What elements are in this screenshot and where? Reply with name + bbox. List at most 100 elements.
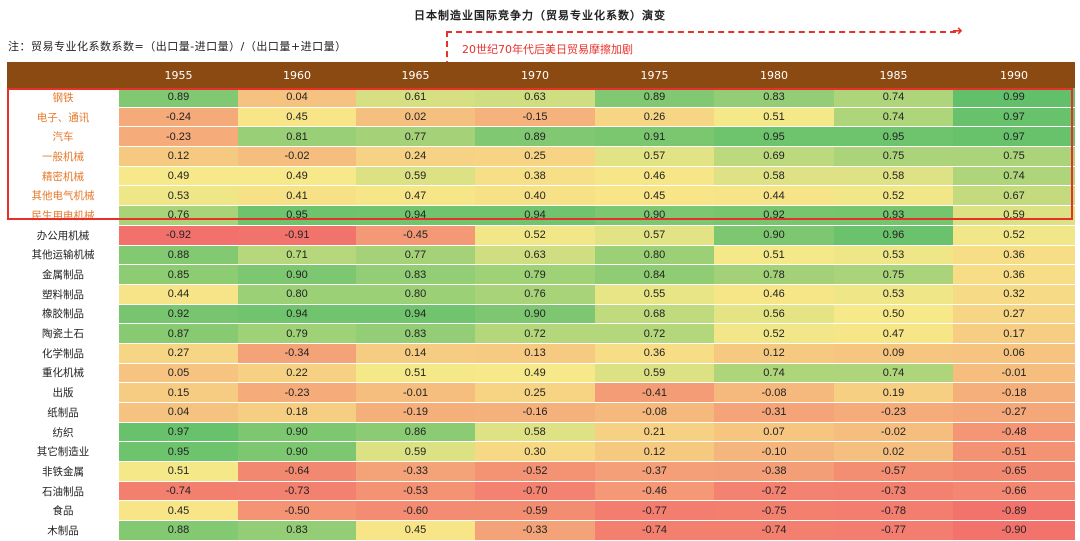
- year-header-1955: 1955: [119, 62, 238, 88]
- heatmap-cell: 0.59: [595, 363, 714, 384]
- heatmap-cell: 0.90: [475, 304, 595, 325]
- heatmap-cell: 0.90: [238, 441, 356, 463]
- heatmap-cell: 0.83: [356, 264, 475, 285]
- heatmap-cell: -0.74: [595, 520, 714, 541]
- heatmap-cell: 0.55: [595, 284, 714, 305]
- heatmap-cell: 0.97: [119, 422, 238, 443]
- formula-note: 注：贸易专业化系数系数=（出口量-进口量）/（出口量+进口量）: [8, 40, 347, 53]
- year-header-1975: 1975: [595, 62, 714, 88]
- heatmap-cell: 0.81: [238, 126, 356, 148]
- heatmap-cell: 0.45: [238, 107, 356, 128]
- heatmap-cell: 0.49: [238, 166, 356, 187]
- row-label: 重化机械: [7, 363, 119, 384]
- heatmap-cell: -0.53: [356, 481, 475, 502]
- heatmap-cell: 0.49: [475, 363, 595, 384]
- heatmap-cell: -0.33: [475, 520, 595, 541]
- year-header-1990: 1990: [953, 62, 1075, 88]
- heatmap-cell: 0.52: [834, 185, 953, 207]
- heatmap-cell: -0.52: [475, 461, 595, 482]
- table-row: 食品 0.45 -0.50 -0.60 -0.59 -0.77 -0.75 -0.78 -0.8…: [7, 500, 1075, 522]
- heatmap-cell: -0.66: [953, 481, 1075, 502]
- heatmap-cell: 0.13: [475, 343, 595, 364]
- heatmap-cell: 0.74: [714, 363, 834, 384]
- heatmap-cell: 0.59: [356, 166, 475, 187]
- row-label: 钢铁: [7, 88, 119, 108]
- row-label: 其他运输机械: [7, 245, 119, 266]
- heatmap-cell: 0.78: [714, 264, 834, 285]
- year-header-1960: 1960: [238, 62, 356, 88]
- heatmap-cell: 0.12: [595, 441, 714, 463]
- heatmap-cell: 0.99: [953, 88, 1075, 108]
- heatmap-cell: 0.80: [595, 245, 714, 266]
- heatmap-cell: 0.83: [714, 88, 834, 108]
- heatmap-cell: 0.61: [356, 88, 475, 108]
- heatmap-cell: 0.52: [475, 225, 595, 246]
- year-header-1985: 1985: [834, 62, 953, 88]
- heatmap-cell: 0.83: [238, 520, 356, 541]
- heatmap-cell: 0.93: [834, 205, 953, 226]
- heatmap-cell: -0.72: [714, 481, 834, 502]
- heatmap-cell: 0.77: [356, 126, 475, 148]
- heatmap-cell: -0.34: [238, 343, 356, 364]
- table-row: 出版 0.15 -0.23 -0.01 0.25 -0.41 -0.08 0.19 -0.18: [7, 382, 1075, 403]
- row-label: 陶瓷土石: [7, 323, 119, 344]
- table-row: 其他运输机械 0.88 0.71 0.77 0.63 0.80 0.51 0.53 0.36: [7, 245, 1075, 266]
- row-label: 橡胶制品: [7, 304, 119, 325]
- heatmap-cell: -0.45: [356, 225, 475, 246]
- heatmap-cell: -0.31: [714, 402, 834, 423]
- heatmap-cell: 0.63: [475, 88, 595, 108]
- heatmap-cell: 0.51: [714, 107, 834, 128]
- heatmap-cell: 0.58: [475, 422, 595, 443]
- table-row: 汽车 -0.23 0.81 0.77 0.89 0.91 0.95 0.95 0.97: [7, 126, 1075, 148]
- heatmap-cell: 0.56: [714, 304, 834, 325]
- row-label: 汽车: [7, 126, 119, 148]
- heatmap-cell: 0.89: [119, 88, 238, 108]
- heatmap-cell: 0.53: [834, 284, 953, 305]
- heatmap-cell: -0.38: [714, 461, 834, 482]
- table-row: 其他电气机械 0.53 0.41 0.47 0.40 0.45 0.44 0.52 0.67: [7, 185, 1075, 207]
- heatmap-cell: -0.50: [238, 500, 356, 522]
- heatmap-cell: 0.97: [953, 126, 1075, 148]
- heatmap-cell: 0.91: [595, 126, 714, 148]
- table-row: 石油制品 -0.74 -0.73 -0.53 -0.70 -0.46 -0.72 -0.73-…: [7, 481, 1075, 502]
- heatmap-cell: 0.94: [475, 205, 595, 226]
- row-label: 其它制造业: [7, 441, 119, 463]
- heatmap-cell: 0.87: [119, 323, 238, 344]
- heatmap-cell: 0.95: [714, 126, 834, 148]
- heatmap-cell: -0.70: [475, 481, 595, 502]
- heatmap-cell: 0.53: [119, 185, 238, 207]
- row-label: 办公用机械: [7, 225, 119, 246]
- table-row: 民生用电机械 0.76 0.95 0.94 0.94 0.90 0.92 0.93 0.59: [7, 205, 1075, 226]
- heatmap-cell: 0.95: [238, 205, 356, 226]
- heatmap-cell: 0.52: [714, 323, 834, 344]
- heatmap-cell: 0.94: [356, 205, 475, 226]
- heatmap-cell: 0.59: [356, 441, 475, 463]
- heatmap-cell: 0.47: [356, 185, 475, 207]
- heatmap-cell: -0.64: [238, 461, 356, 482]
- heatmap-cell: -0.65: [953, 461, 1075, 482]
- heatmap-cell: 0.97: [953, 107, 1075, 128]
- table-row: 办公用机械 -0.92 -0.91 -0.45 0.52 0.57 0.90 0.96 0.52: [7, 225, 1075, 246]
- heatmap-cell: 0.94: [356, 304, 475, 325]
- heatmap-cell: 0.74: [834, 107, 953, 128]
- heatmap-cell: -0.10: [714, 441, 834, 463]
- heatmap-cell: 0.04: [238, 88, 356, 108]
- heatmap-cell: 0.36: [595, 343, 714, 364]
- heatmap-cell: 0.52: [953, 225, 1075, 246]
- heatmap-cell: 0.44: [714, 185, 834, 207]
- heatmap-cell: 0.80: [356, 284, 475, 305]
- row-label: 塑料制品: [7, 284, 119, 305]
- table-row: 橡胶制品 0.92 0.94 0.94 0.90 0.68 0.56 0.50 0.27: [7, 304, 1075, 325]
- heatmap-cell: -0.90: [953, 520, 1075, 541]
- heatmap-cell: 0.51: [356, 363, 475, 384]
- heatmap-cell: 0.24: [356, 146, 475, 167]
- trade-friction-arrow-line: [446, 31, 956, 33]
- heatmap-cell: -0.59: [475, 500, 595, 522]
- heatmap-cell: 0.59: [953, 205, 1075, 226]
- heatmap-cell: 0.26: [595, 107, 714, 128]
- heatmap-cell: 0.95: [119, 441, 238, 463]
- heatmap-cell: 0.25: [475, 146, 595, 167]
- heatmap-cell: -0.89: [953, 500, 1075, 522]
- year-header-1970: 1970: [475, 62, 595, 88]
- heatmap-cell: 0.27: [953, 304, 1075, 325]
